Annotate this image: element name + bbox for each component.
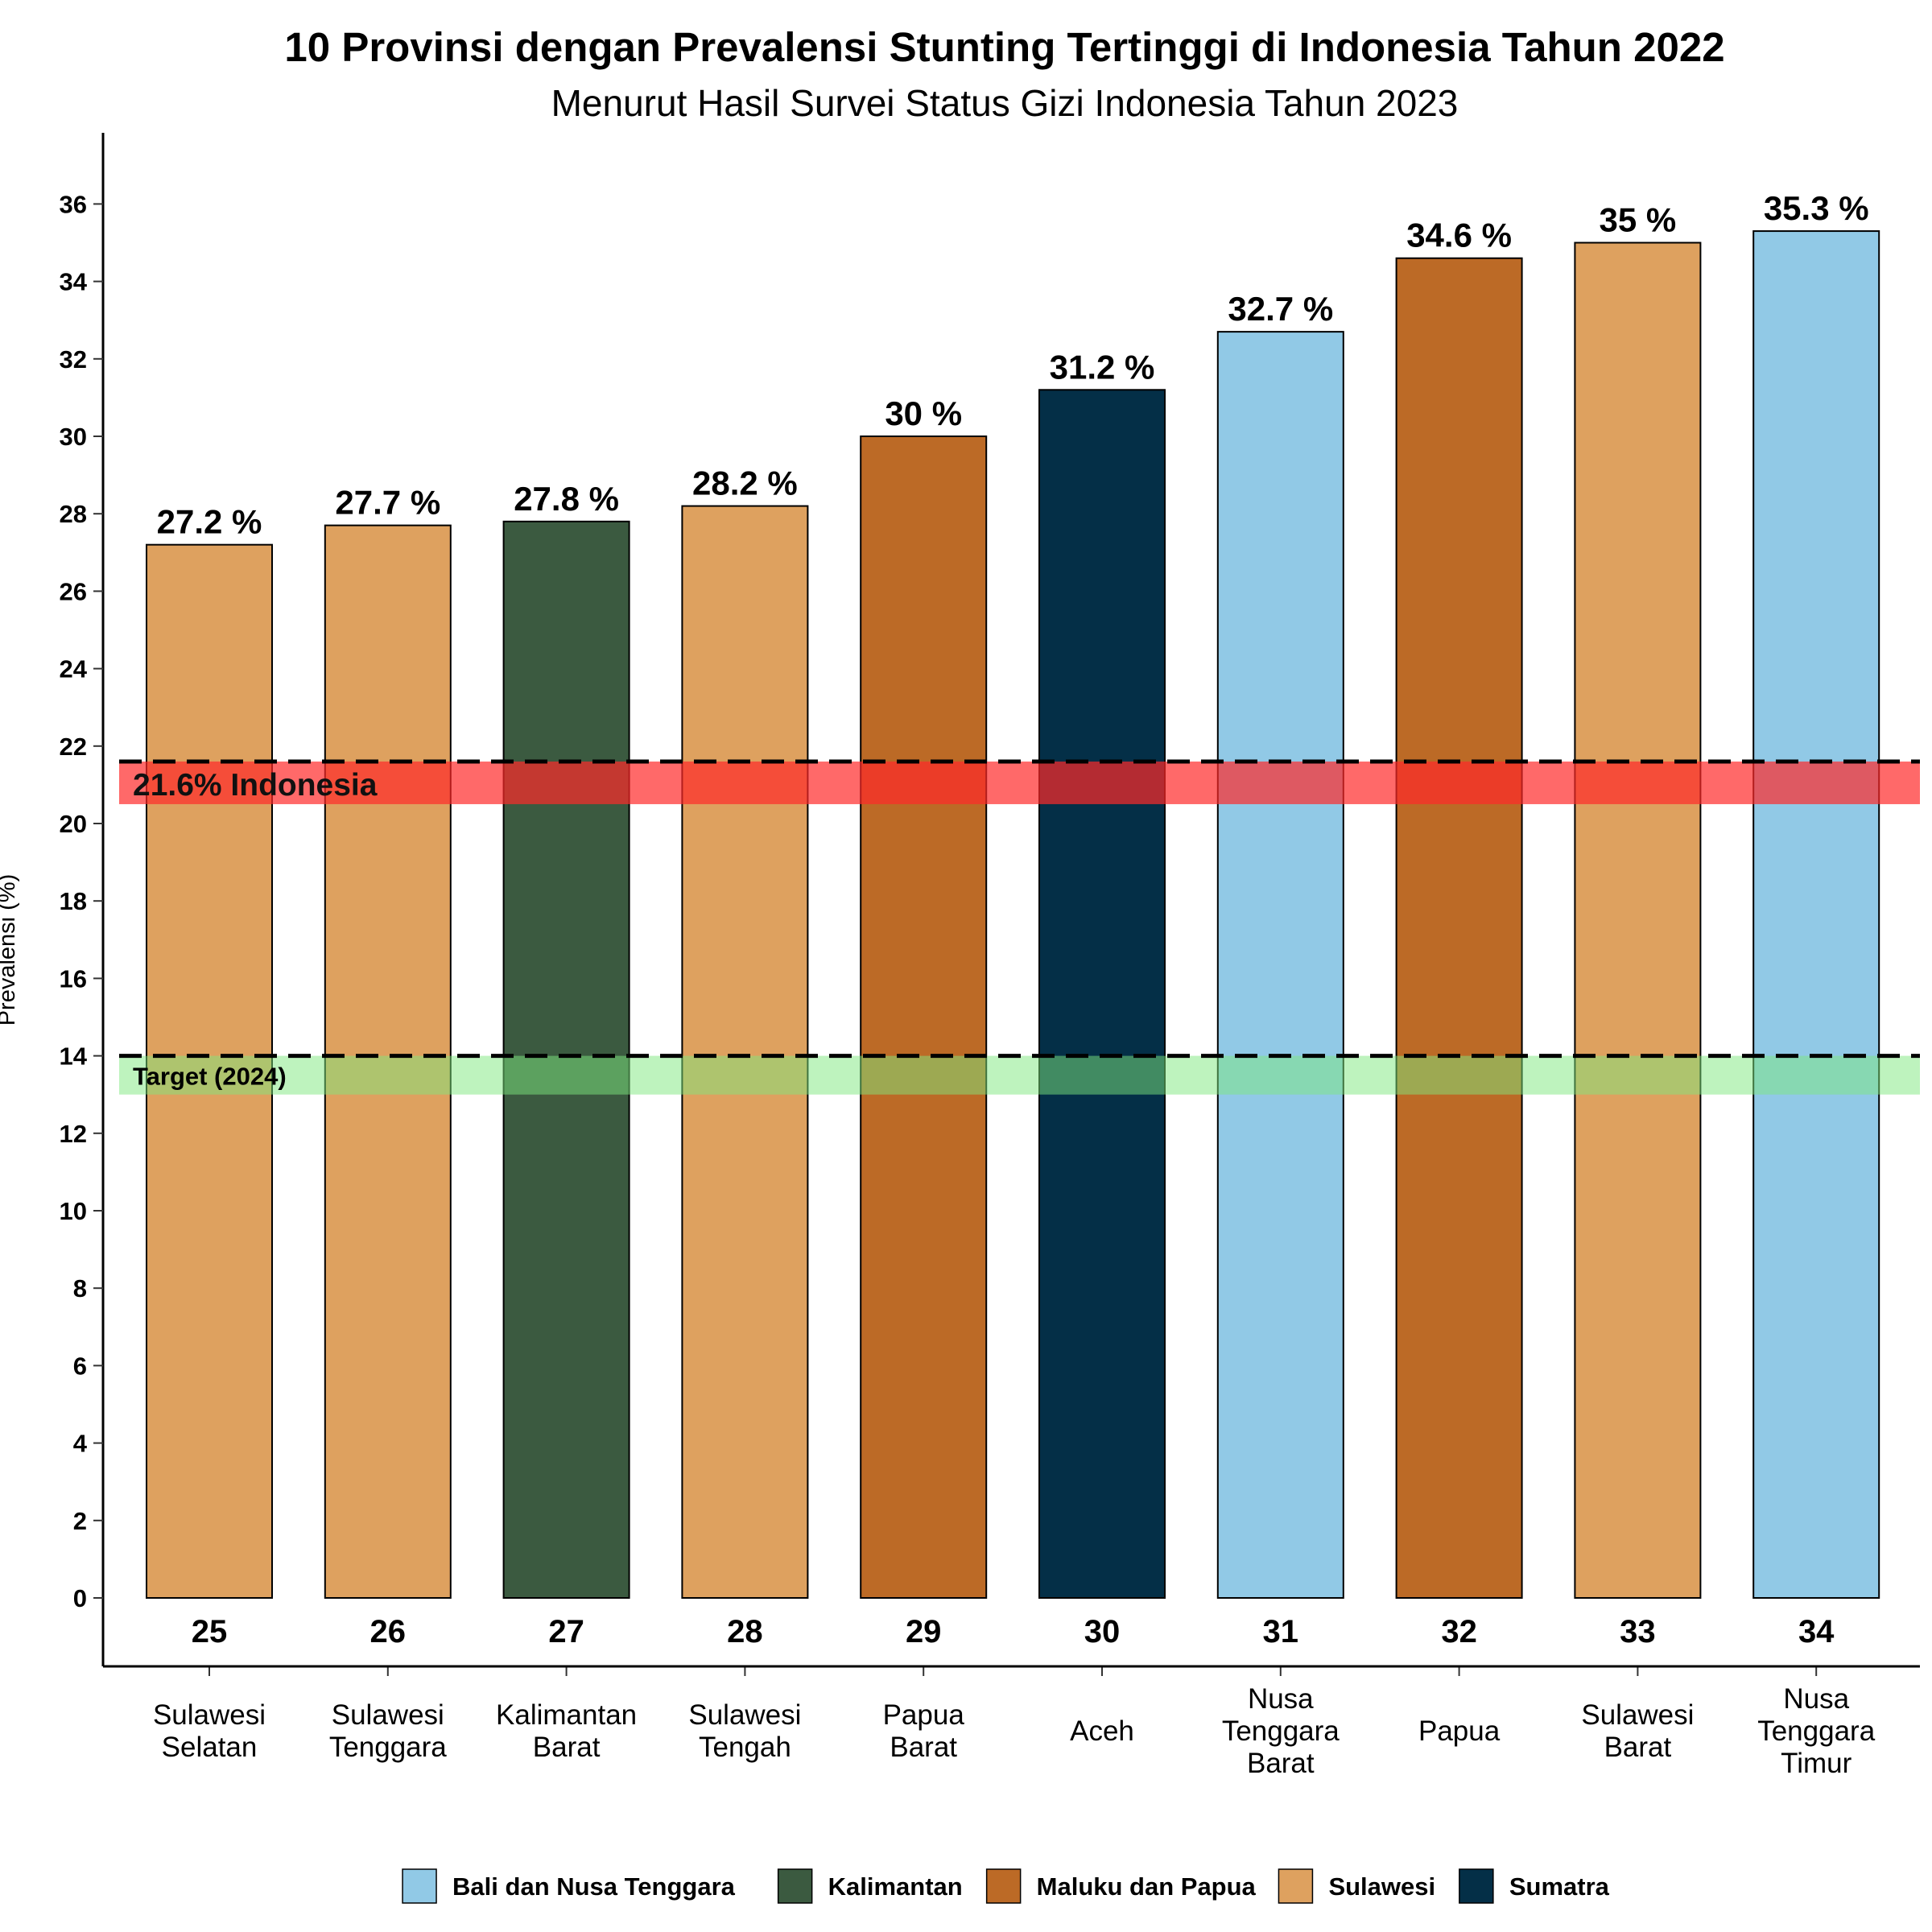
x-tick-label-line: Sulawesi — [153, 1699, 266, 1731]
bar-rank-label: 25 — [192, 1614, 228, 1649]
bar-value-label: 28.2 % — [692, 464, 798, 502]
y-axis-label: Prevalensi (%) — [0, 874, 20, 1026]
x-tick-label-line: Nusa — [1783, 1683, 1849, 1715]
bar-value-label: 32.7 % — [1228, 290, 1333, 328]
bar-rank-label: 33 — [1620, 1614, 1656, 1649]
x-tick-label-line: Kalimantan — [496, 1699, 637, 1731]
legend-swatch — [1278, 1868, 1314, 1904]
x-tick-label-line: Barat — [1604, 1732, 1672, 1763]
legend-swatch — [777, 1868, 813, 1904]
x-tick-label-line: Aceh — [1070, 1715, 1134, 1747]
reference-label: Target (2024) — [133, 1063, 287, 1091]
bar-value-label: 27.7 % — [335, 484, 440, 522]
y-tick-label: 22 — [60, 733, 87, 761]
legend-label: Sumatra — [1509, 1872, 1610, 1901]
x-tick-label-line: Barat — [1247, 1748, 1315, 1779]
x-tick-label: Sulawesi Tengah — [688, 1699, 801, 1763]
y-tick-label: 36 — [60, 190, 87, 218]
x-tick-label: Nusa Tenggara Timur — [1757, 1683, 1875, 1779]
y-tick-label: 6 — [73, 1352, 87, 1380]
chart-title: 10 Provinsi dengan Prevalensi Stunting T… — [284, 24, 1724, 70]
bar-rank-label: 28 — [727, 1614, 763, 1649]
reference-bands-layer — [119, 759, 1920, 1095]
y-tick-label: 4 — [73, 1430, 88, 1458]
y-tick-label: 30 — [60, 423, 87, 451]
bar-value-label: 34.6 % — [1406, 217, 1512, 254]
legend-label: Sulawesi — [1328, 1872, 1435, 1901]
bar-rank-label: 32 — [1441, 1614, 1477, 1649]
x-tick-label-line: Tenggara — [1757, 1715, 1875, 1747]
x-tick-label-line: Sulawesi — [332, 1699, 444, 1731]
x-tick-label: Nusa Tenggara Barat — [1222, 1683, 1340, 1779]
legend-swatch — [985, 1868, 1022, 1904]
legend-swatch — [1459, 1868, 1494, 1904]
chart-subtitle: Menurut Hasil Survei Status Gizi Indones… — [551, 82, 1459, 124]
bar-33 — [1574, 242, 1702, 1599]
x-tick-label-line: Timur — [1781, 1748, 1852, 1779]
x-tick-label: Papua Barat — [883, 1699, 965, 1763]
x-tick-label: Aceh — [1070, 1715, 1134, 1747]
y-tick-label: 10 — [60, 1197, 87, 1225]
x-tick-label-line: Tenggara — [329, 1732, 447, 1763]
x-tick-label-line: Tenggara — [1222, 1715, 1340, 1747]
x-tick-label: Sulawesi Selatan — [153, 1699, 266, 1763]
bar-value-label: 27.2 % — [157, 503, 262, 541]
bar-value-label: 35 % — [1600, 201, 1677, 239]
x-tick-label-line: Nusa — [1248, 1683, 1314, 1715]
y-tick-label: 20 — [60, 810, 87, 838]
bar-rank-label: 31 — [1263, 1614, 1299, 1649]
bar-31 — [1216, 331, 1344, 1599]
legend-label: Bali dan Nusa Tenggara — [452, 1872, 736, 1901]
x-tick-label-line: Sulawesi — [1581, 1699, 1694, 1731]
legend-label: Maluku dan Papua — [1037, 1872, 1257, 1901]
legend-label: Kalimantan — [828, 1872, 963, 1901]
y-tick-label: 0 — [73, 1584, 87, 1612]
bar-rank-label: 30 — [1084, 1614, 1121, 1649]
legend-swatch — [402, 1868, 437, 1904]
bar-value-label: 31.2 % — [1050, 348, 1155, 386]
bar-34 — [1752, 230, 1880, 1600]
x-tick-label: Sulawesi Barat — [1581, 1699, 1694, 1763]
x-tick-label-line: Papua — [1418, 1715, 1501, 1747]
x-tick-label: Kalimantan Barat — [496, 1699, 637, 1763]
bar-value-label: 35.3 % — [1764, 189, 1869, 227]
x-tick-label-line: Tengah — [699, 1732, 791, 1763]
bar-rank-label: 34 — [1798, 1614, 1835, 1649]
y-tick-label: 16 — [60, 964, 87, 993]
x-tick-label: Papua — [1418, 1715, 1501, 1747]
bar-28 — [681, 505, 809, 1600]
x-tick-label-line: Papua — [883, 1699, 965, 1731]
x-tick-label: Sulawesi Tenggara — [329, 1699, 447, 1763]
bar-rank-label: 29 — [906, 1614, 942, 1649]
y-tick-label: 34 — [60, 268, 88, 296]
bars-layer — [146, 230, 1880, 1600]
y-tick-label: 26 — [60, 577, 87, 605]
legend: Bali dan Nusa Tenggara Kalimantan Maluku d… — [402, 1868, 1610, 1904]
y-tick-label: 8 — [73, 1274, 87, 1302]
y-tick-label: 24 — [60, 655, 88, 683]
x-tick-label-line: Barat — [533, 1732, 601, 1763]
y-tick-label: 28 — [60, 500, 87, 528]
y-tick-label: 2 — [73, 1507, 87, 1535]
bar-32 — [1395, 257, 1523, 1599]
bar-rank-label: 27 — [548, 1614, 584, 1649]
reference-band — [119, 762, 1920, 804]
y-tick-label: 32 — [60, 345, 87, 374]
reference-band — [119, 1055, 1920, 1095]
x-tick-label-line: Barat — [890, 1732, 957, 1763]
x-tick-label-line: Selatan — [162, 1732, 258, 1763]
y-tick-label: 12 — [60, 1120, 87, 1148]
bar-29 — [860, 436, 988, 1599]
x-tick-label-line: Sulawesi — [688, 1699, 801, 1731]
reference-label: 21.6% Indonesia — [133, 768, 378, 803]
bar-30 — [1038, 389, 1166, 1599]
bar-value-label: 30 % — [885, 394, 962, 432]
y-tick-label: 18 — [60, 887, 87, 915]
bar-rank-label: 26 — [370, 1614, 407, 1649]
bar-value-label: 27.8 % — [514, 480, 619, 518]
y-tick-label: 14 — [60, 1042, 88, 1071]
